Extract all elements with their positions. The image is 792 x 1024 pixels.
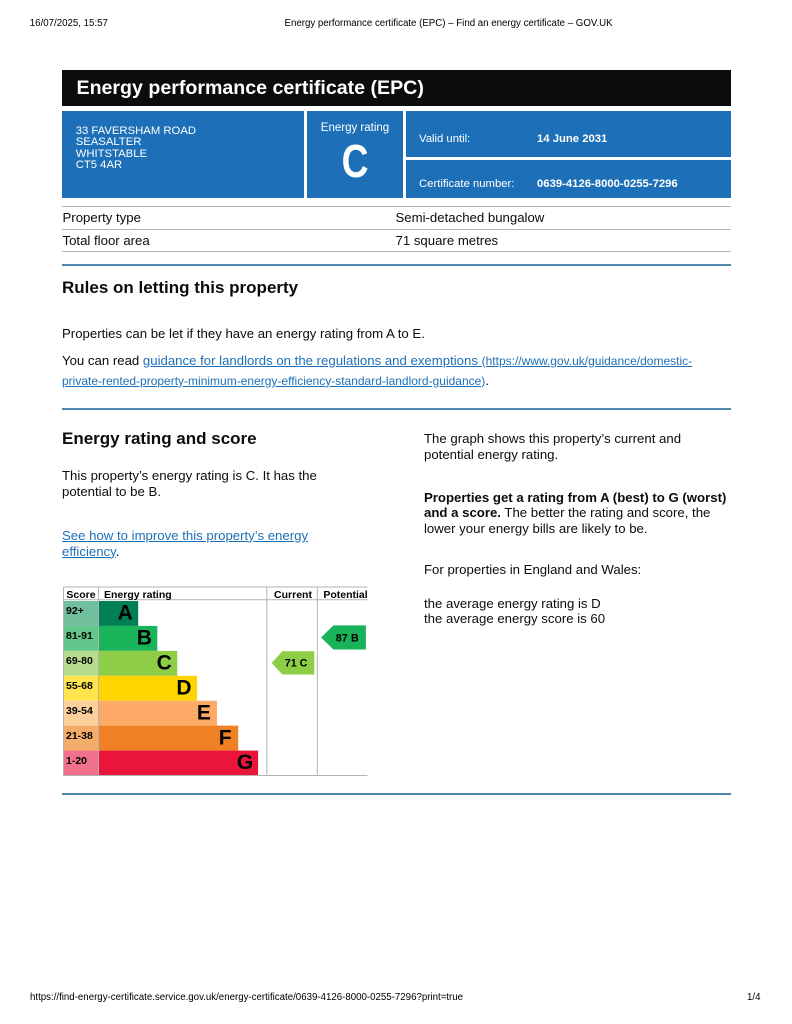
svg-text:A: A [118, 602, 133, 625]
svg-text:21-38: 21-38 [66, 730, 93, 742]
svg-text:Current: Current [274, 589, 312, 601]
svg-text:F: F [219, 726, 232, 749]
svg-text:39-54: 39-54 [66, 705, 93, 717]
svg-text:1-20: 1-20 [66, 755, 87, 767]
svg-text:D: D [176, 676, 191, 699]
svg-text:69-80: 69-80 [66, 655, 93, 667]
svg-text:Energy rating: Energy rating [104, 589, 172, 601]
svg-text:G: G [237, 751, 253, 774]
svg-text:87: 87 [336, 633, 348, 645]
svg-text:92+: 92+ [66, 605, 84, 617]
svg-text:Potential: Potential [323, 589, 367, 601]
svg-text:B: B [137, 627, 152, 650]
svg-text:71: 71 [285, 658, 297, 670]
svg-text:C: C [300, 658, 308, 670]
svg-text:E: E [197, 701, 211, 724]
svg-text:81-91: 81-91 [66, 630, 93, 642]
svg-text:C: C [157, 651, 172, 674]
svg-text:B: B [351, 633, 359, 645]
svg-text:Score: Score [66, 589, 95, 601]
svg-text:55-68: 55-68 [66, 680, 93, 692]
